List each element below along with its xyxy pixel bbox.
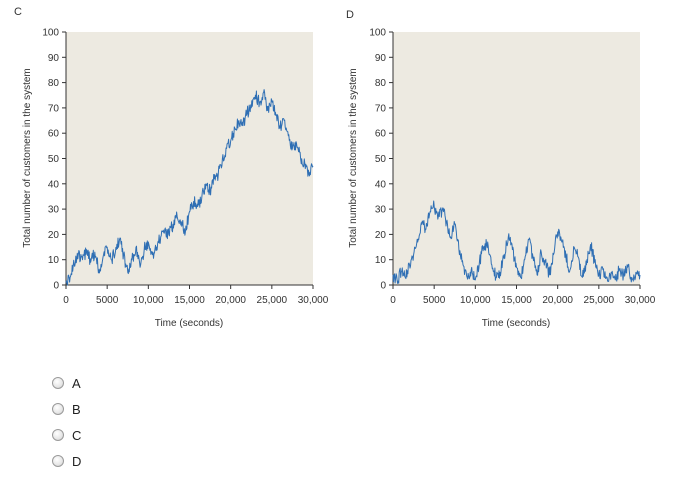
option-label-d: D: [72, 453, 82, 469]
x-axis-title-d: Time (seconds): [482, 318, 551, 329]
x-tick-label-d-5000: 5000: [423, 295, 446, 306]
y-tick-label-d-80: 80: [375, 78, 387, 89]
y-tick-label-c-70: 70: [48, 103, 60, 114]
y-tick-label-c-90: 90: [48, 53, 60, 64]
x-tick-label-c-5000: 5000: [96, 295, 119, 306]
y-tick-label-c-40: 40: [48, 179, 60, 190]
x-axis-title-c: Time (seconds): [155, 318, 224, 329]
option-label-a: A: [72, 375, 81, 391]
x-tick-label-d-10000: 10,000: [460, 295, 491, 306]
panel-label-c: C: [14, 6, 22, 18]
x-tick-label-c-10000: 10,000: [133, 295, 164, 306]
radio-button-a[interactable]: [52, 377, 64, 389]
y-tick-label-d-20: 20: [375, 230, 387, 241]
y-tick-label-c-10: 10: [48, 255, 60, 266]
radio-button-c[interactable]: [52, 429, 64, 441]
panel-label-d: D: [346, 9, 354, 21]
option-label-b: B: [72, 401, 81, 417]
y-tick-label-c-0: 0: [53, 281, 59, 292]
y-tick-label-d-60: 60: [375, 129, 387, 140]
x-tick-label-d-30000: 30,000: [625, 295, 656, 306]
plot-area-d: [393, 32, 640, 285]
x-tick-label-c-15000: 15,000: [174, 295, 205, 306]
y-tick-label-c-50: 50: [48, 154, 60, 165]
chart-panel-d: D 0 10 20 30 40 50 60 70 80 90 100 0 5000 10,000 15,0…: [346, 9, 656, 329]
y-tick-label-d-30: 30: [375, 205, 387, 216]
plot-area-c: [66, 32, 313, 285]
y-tick-label-d-0: 0: [380, 281, 386, 292]
option-d[interactable]: D: [52, 448, 81, 474]
y-tick-label-d-10: 10: [375, 255, 387, 266]
y-axis-d: 0 10 20 30 40 50 60 70 80 90 100: [369, 28, 394, 292]
y-axis-c: 0 10 20 30 40 50 60 70 80 90 100: [42, 28, 67, 292]
x-tick-label-c-0: 0: [63, 295, 69, 306]
x-axis-d: 0 5000 10,000 15,000 20,000 25,000 30,000: [390, 284, 656, 306]
y-tick-label-d-50: 50: [375, 154, 387, 165]
x-tick-label-d-25000: 25,000: [584, 295, 615, 306]
y-tick-label-c-20: 20: [48, 230, 60, 241]
x-tick-label-d-0: 0: [390, 295, 396, 306]
y-tick-label-c-60: 60: [48, 129, 60, 140]
x-tick-label-c-25000: 25,000: [257, 295, 288, 306]
x-tick-label-c-20000: 20,000: [215, 295, 246, 306]
answer-options: A B C D: [52, 370, 81, 474]
y-axis-title-c: Total number of customers in the system: [22, 68, 33, 248]
option-b[interactable]: B: [52, 396, 81, 422]
option-a[interactable]: A: [52, 370, 81, 396]
x-tick-label-d-20000: 20,000: [542, 295, 573, 306]
x-tick-label-d-15000: 15,000: [501, 295, 532, 306]
option-c[interactable]: C: [52, 422, 81, 448]
series-line-d: [392, 200, 641, 284]
y-tick-label-c-30: 30: [48, 205, 60, 216]
y-tick-label-c-100: 100: [42, 28, 59, 39]
x-tick-label-c-30000: 30,000: [298, 295, 329, 306]
series-line-c: [65, 89, 314, 286]
radio-button-d[interactable]: [52, 455, 64, 467]
y-tick-label-d-100: 100: [369, 28, 386, 39]
x-axis-c: 0 5000 10,000 15,000 20,000 25,000 30,000: [63, 284, 329, 306]
y-tick-label-d-70: 70: [375, 103, 387, 114]
radio-button-b[interactable]: [52, 403, 64, 415]
y-tick-label-d-40: 40: [375, 179, 387, 190]
y-tick-label-c-80: 80: [48, 78, 60, 89]
option-label-c: C: [72, 427, 82, 443]
y-tick-label-d-90: 90: [375, 53, 387, 64]
y-axis-title-d: Total number of customers in the system: [348, 68, 359, 248]
chart-panel-c: C 0 10 20 30 40 50 60 70 80 90 100 0 5000 10,000 15,0…: [14, 6, 329, 329]
